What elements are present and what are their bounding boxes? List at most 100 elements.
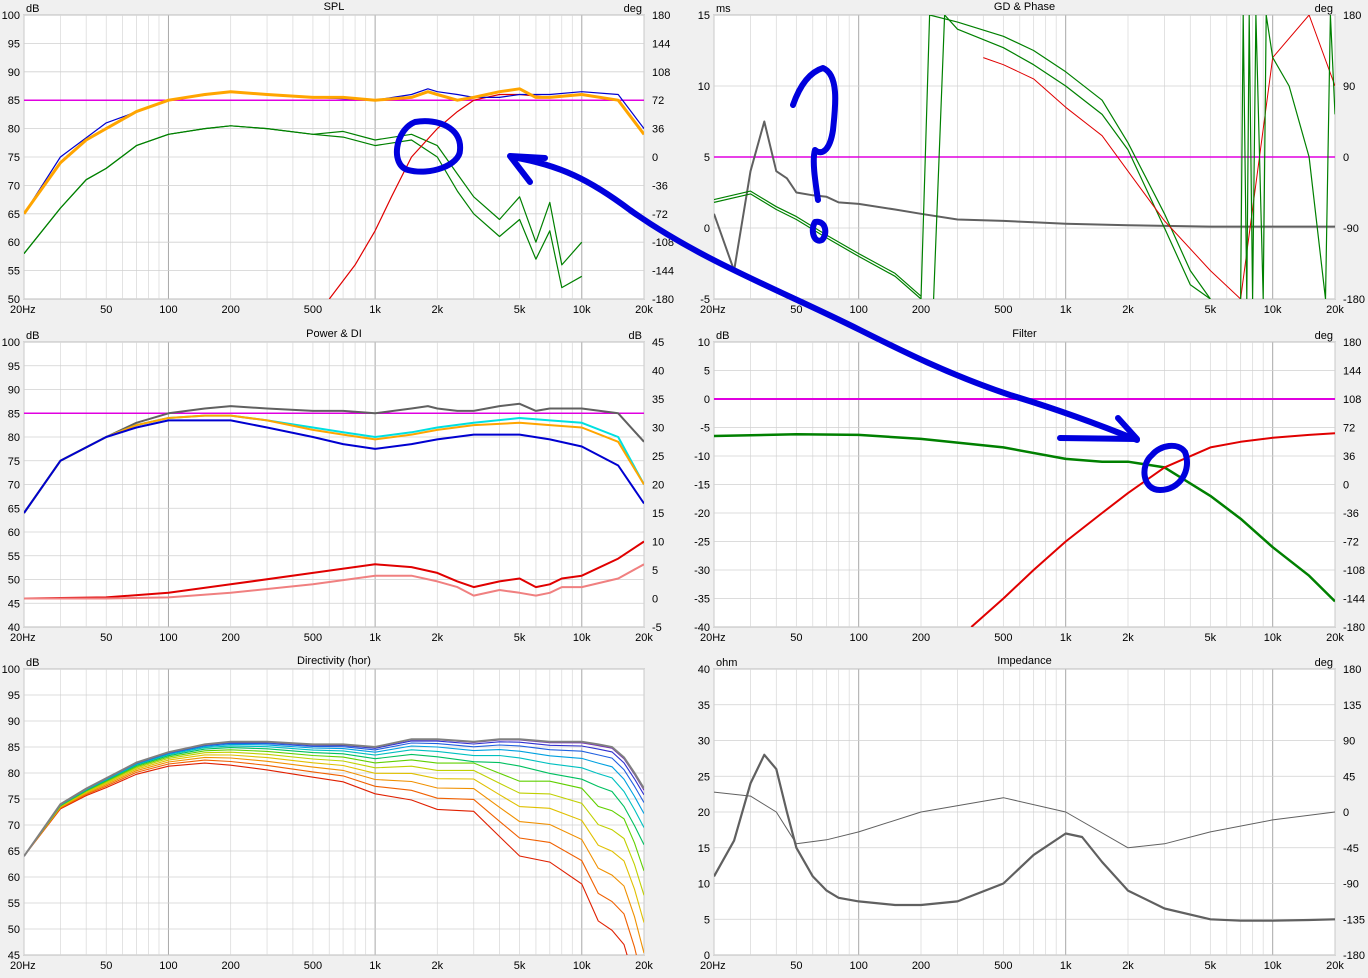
- x-tick-label: 2k: [1122, 304, 1134, 316]
- y-tick-label: -40: [694, 622, 710, 634]
- y2-tick-label: -45: [1343, 843, 1359, 855]
- directivity-curve-8: [24, 749, 644, 872]
- x-tick-label: 10k: [573, 960, 591, 972]
- y-tick-label: 75: [8, 794, 20, 806]
- y-tick-label: 85: [8, 95, 20, 107]
- directivity-curve-12: [24, 759, 637, 955]
- series-group: [24, 402, 644, 600]
- left-unit-label: dB: [26, 657, 39, 669]
- y-tick-label: 80: [8, 768, 20, 780]
- y-tick-label: 100: [2, 337, 20, 349]
- y-tick-label: -30: [694, 565, 710, 577]
- x-tick-label: 2k: [1122, 632, 1134, 644]
- annotation-circle-filter: [1141, 442, 1190, 493]
- y2-tick-label: -72: [652, 209, 668, 221]
- x-tick-label: 5k: [1205, 304, 1217, 316]
- annotation-question-mark: [790, 65, 839, 203]
- y2-tick-label: 135: [1343, 700, 1361, 712]
- y-tick-label: 95: [8, 690, 20, 702]
- x-tick-label: 100: [159, 304, 177, 316]
- series-line-7: [983, 15, 1335, 299]
- y2-tick-label: 40: [652, 366, 664, 378]
- y2-tick-label: -90: [1343, 223, 1359, 235]
- x-tick-label: 500: [304, 304, 322, 316]
- y-tick-label: 5: [704, 914, 710, 926]
- y-tick-label: 10: [698, 879, 710, 891]
- y-tick-label: 80: [8, 124, 20, 136]
- y2-tick-label: 180: [1343, 664, 1361, 676]
- directivity-curve-1: [24, 738, 644, 857]
- y2-tick-label: 20: [652, 480, 664, 492]
- y2-tick-label: 35: [652, 394, 664, 406]
- x-tick-label: 50: [100, 960, 112, 972]
- y2-tick-label: -108: [1343, 565, 1365, 577]
- y-tick-label: 75: [8, 456, 20, 468]
- y-tick-label: -5: [700, 294, 710, 306]
- x-tick-label: 20Hz: [10, 632, 36, 644]
- y2-tick-label: -36: [1343, 508, 1359, 520]
- y2-tick-label: -72: [1343, 537, 1359, 549]
- y-tick-label: 100: [2, 664, 20, 676]
- x-tick-label: 200: [912, 960, 930, 972]
- y-tick-label: 65: [8, 209, 20, 221]
- chart-title: Power & DI: [306, 328, 362, 340]
- x-tick-label: 10k: [1264, 304, 1282, 316]
- series-line-2: [714, 791, 1335, 849]
- directivity-curve-13: [24, 762, 628, 955]
- y-tick-label: 90: [8, 716, 20, 728]
- x-tick-label: 50: [790, 960, 802, 972]
- series-line-6: [933, 15, 1211, 299]
- y2-tick-label: 10: [652, 537, 664, 549]
- y2-tick-label: -144: [652, 266, 674, 278]
- y-tick-label: -25: [694, 537, 710, 549]
- y-tick-label: -10: [694, 451, 710, 463]
- series-line-2: [714, 120, 1335, 272]
- y-tick-label: 95: [8, 38, 20, 50]
- right-unit-label: deg: [624, 3, 642, 15]
- y-tick-label: 70: [8, 180, 20, 192]
- series-line-1: [714, 753, 1335, 922]
- x-tick-label: 1k: [1060, 632, 1072, 644]
- y2-tick-label: -144: [1343, 594, 1365, 606]
- x-tick-label: 10k: [1264, 960, 1282, 972]
- right-unit-label: dB: [629, 330, 642, 342]
- annotation-arrow-head-left: [507, 153, 548, 185]
- chart-title: Directivity (hor): [297, 655, 371, 667]
- series-group: [24, 738, 644, 955]
- series-line-6: [24, 540, 644, 600]
- x-tick-label: 20Hz: [700, 960, 726, 972]
- series-line-6: [24, 87, 644, 215]
- y2-tick-label: -180: [1343, 294, 1365, 306]
- y-tick-label: 60: [8, 872, 20, 884]
- annotation-arrow-head-right: [1057, 415, 1140, 442]
- y2-tick-label: 0: [1343, 480, 1349, 492]
- y2-tick-label: 108: [1343, 394, 1361, 406]
- y2-tick-label: 72: [1343, 423, 1355, 435]
- annotation-circle-spl: [393, 118, 464, 175]
- annotation-arrow-line: [509, 154, 1140, 443]
- y2-tick-label: -90: [1343, 879, 1359, 891]
- chart-panel-3: 20Hz 50 100 200 500 1k 2k 5k 10k 20k4045505560657…: [2, 328, 665, 644]
- x-tick-label: 100: [850, 304, 868, 316]
- y-tick-label: 90: [8, 67, 20, 79]
- y2-tick-label: 25: [652, 451, 664, 463]
- y-tick-label: 20: [698, 807, 710, 819]
- series-line-8: [1240, 15, 1335, 299]
- chart-title: GD & Phase: [994, 1, 1055, 13]
- x-tick-label: 100: [850, 632, 868, 644]
- annotation-question-dot: [809, 218, 829, 244]
- y-tick-label: 45: [8, 598, 20, 610]
- x-tick-label: 1k: [1060, 304, 1072, 316]
- y2-tick-label: -108: [652, 237, 674, 249]
- x-tick-label: 500: [304, 960, 322, 972]
- y-tick-label: 85: [8, 408, 20, 420]
- chart-title: Impedance: [997, 655, 1051, 667]
- y-tick-label: 95: [8, 361, 20, 373]
- y2-tick-label: 0: [652, 152, 658, 164]
- y-tick-label: 15: [698, 843, 710, 855]
- x-tick-label: 50: [100, 304, 112, 316]
- y2-tick-label: 5: [652, 565, 658, 577]
- y-tick-label: 35: [698, 700, 710, 712]
- x-tick-label: 2k: [432, 304, 444, 316]
- x-tick-label: 200: [912, 632, 930, 644]
